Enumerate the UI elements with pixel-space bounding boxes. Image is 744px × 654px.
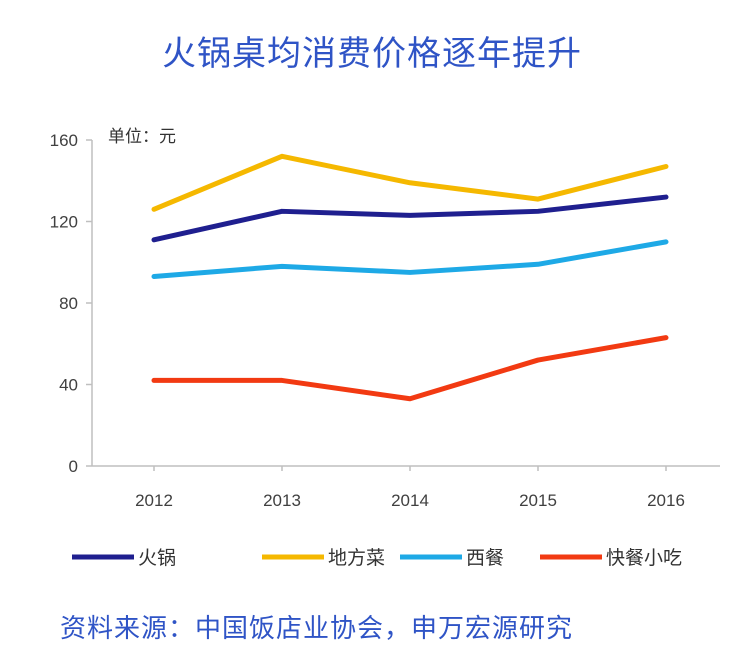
series-layer (151, 153, 669, 402)
y-tick-label: 120 (50, 213, 78, 232)
y-tick-label: 160 (50, 131, 78, 150)
y-tick-label: 80 (59, 294, 78, 313)
y-tick-label: 0 (69, 457, 78, 476)
x-tick-label: 2016 (647, 491, 685, 510)
x-tick-label: 2015 (519, 491, 557, 510)
legend-label: 地方菜 (328, 547, 385, 569)
x-tick-label: 2013 (263, 491, 301, 510)
x-tick-label: 2012 (135, 491, 173, 510)
series-line (151, 335, 669, 402)
legend: 火锅 地方菜 西餐 快餐小吃 (72, 547, 682, 569)
axes: 0 40 80 120 160 2012 2013 2014 2015 2016 单位：元 (50, 127, 720, 510)
unit-label: 单位：元 (108, 127, 176, 147)
legend-label: 快餐小吃 (606, 547, 682, 569)
legend-label: 火锅 (138, 547, 176, 569)
chart-title: 火锅桌均消费价格逐年提升 (162, 34, 582, 74)
series-line (151, 194, 669, 243)
series-line (151, 239, 669, 280)
source-note: 资料来源：中国饭店业协会，申万宏源研究 (60, 614, 574, 644)
x-tick-label: 2014 (391, 491, 429, 510)
series-line (151, 153, 669, 212)
y-tick-label: 40 (59, 376, 78, 395)
legend-label: 西餐 (466, 547, 504, 569)
